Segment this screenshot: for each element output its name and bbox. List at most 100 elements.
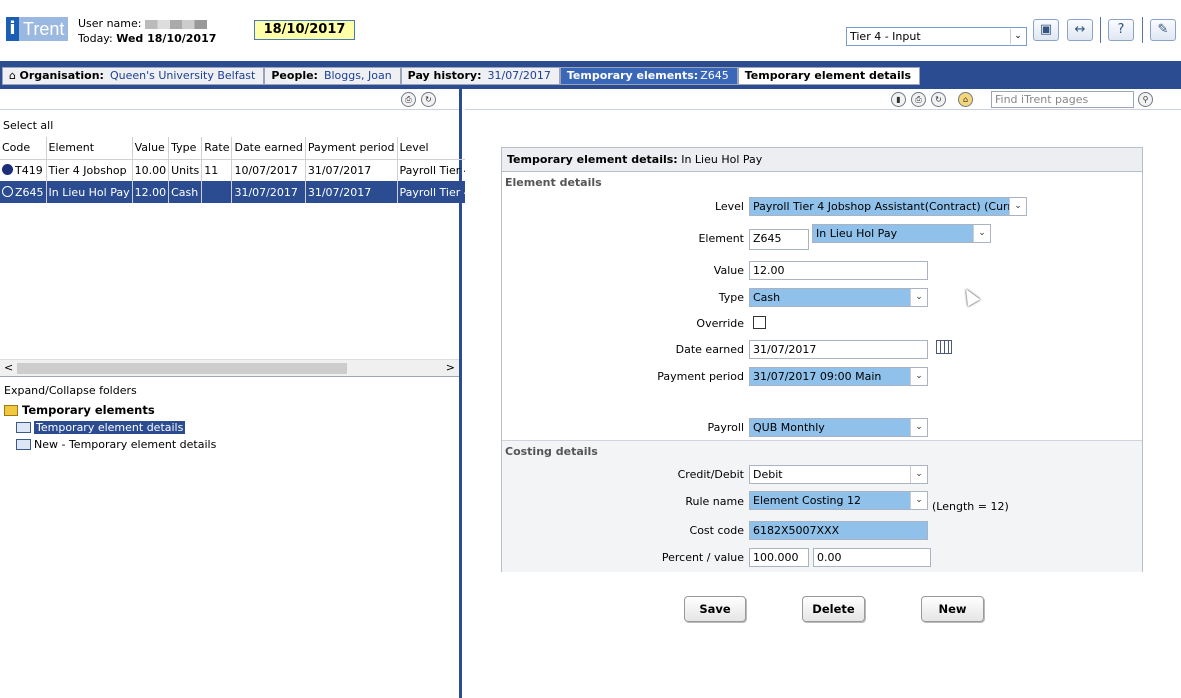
col-code[interactable]: Code [0,137,47,160]
calendar-icon[interactable] [936,340,952,354]
section-costing-details: Costing details [505,445,598,458]
scroll-left-icon[interactable]: < [4,361,14,374]
override-label: Override [696,317,744,330]
scroll-right-icon[interactable]: > [445,361,455,374]
cost-code-input[interactable]: 6182X5007XXX [749,521,928,540]
delete-button[interactable]: Delete [802,596,865,622]
type-select[interactable]: Cash ⌄ [749,288,928,307]
print-icon[interactable]: ⎙ [401,92,416,107]
col-value[interactable]: Value [132,137,170,160]
col-rate[interactable]: Rate [201,137,233,160]
cell-payment-period: 31/07/2017 [305,159,398,181]
crumb-link[interactable]: Z645 [700,69,729,82]
print-icon[interactable]: ⎙ [911,92,926,107]
col-date-earned[interactable]: Date earned [231,137,306,160]
right-panel: ▮ ⎙ ↻ ⌂ Find iTrent pages ⚲ Temporary el… [465,89,1181,698]
crumb-label: Temporary elements: [566,69,699,82]
col-element[interactable]: Element [46,137,133,160]
save-button[interactable]: Save [684,596,746,622]
breadcrumb-organisation[interactable]: ⌂ Organisation: Queen's University Belfas… [2,67,265,85]
help-icon[interactable]: ? [1108,19,1134,41]
payment-period-select[interactable]: 31/07/2017 09:00 Main ⌄ [749,367,928,386]
date-earned-input[interactable]: 31/07/2017 [749,340,928,359]
left-toolbar: ⎙ ↻ [0,89,459,110]
chevron-down-icon: ⌄ [910,492,927,509]
logout-icon[interactable]: ✎ [1150,19,1176,41]
payroll-select[interactable]: QUB Monthly ⌄ [749,418,928,437]
detail-form: Temporary element details: In Lieu Hol P… [501,147,1143,572]
cell-value: 10.00 [132,159,170,181]
rule-name-select[interactable]: Element Costing 12 ⌄ [749,491,928,510]
chevron-down-icon: ⌄ [910,466,927,483]
resize-icon[interactable]: ↔ [1067,19,1093,41]
crumb-link[interactable]: Bloggs, Joan [323,69,392,82]
percent-value-label: Percent / value [661,551,744,564]
status-dot-icon [2,163,13,175]
breadcrumb-bar: ⌂ Organisation: Queen's University Belfas… [0,61,1181,89]
credit-debit-select[interactable]: Debit ⌄ [749,465,928,484]
element-code-input[interactable]: Z645 [749,229,809,250]
crumb-link[interactable]: Queen's University Belfast [109,69,256,82]
find-pages-input[interactable]: Find iTrent pages [991,91,1134,108]
breadcrumb-temporary-element-details: Temporary element details [737,67,921,85]
element-name-select[interactable]: In Lieu Hol Pay ⌄ [812,224,991,243]
effective-date[interactable]: 18/10/2017 [254,20,355,40]
form-title-value: In Lieu Hol Pay [681,153,763,166]
table-row[interactable]: T419 Tier 4 Jobshop 10.00 Units 11 10/07… [0,159,498,181]
desktop-icon[interactable]: ▣ [1033,19,1059,41]
tree-item-temporary-element-details[interactable]: Temporary element details [16,420,186,434]
breadcrumb-people[interactable]: People: Bloggs, Joan [264,67,401,85]
select-all-link[interactable]: Select all [3,119,54,132]
bookmark-icon[interactable]: ▮ [891,92,906,107]
crumb-link[interactable]: 31/07/2017 [487,69,551,82]
home-icon[interactable]: ⌂ [958,92,973,107]
role-select[interactable]: Tier 4 - Input ⌄ [846,27,1027,46]
cell-rate [201,181,233,203]
expand-collapse-link[interactable]: Expand/Collapse folders [4,384,137,397]
cell-payment-period: 31/07/2017 [305,181,398,203]
refresh-icon[interactable]: ↻ [931,92,946,107]
override-checkbox[interactable] [753,316,766,329]
rule-name-label: Rule name [685,495,744,508]
cost-code-label: Cost code [689,524,744,537]
tree-item-new-temporary-element[interactable]: New - Temporary element details [16,437,216,451]
chevron-down-icon: ⌄ [910,368,927,385]
col-payment-period[interactable]: Payment period [305,137,398,160]
cell-type: Cash [168,181,203,203]
col-type[interactable]: Type [168,137,203,160]
home-icon[interactable]: ⌂ [9,69,16,82]
folder-temporary-elements[interactable]: Temporary elements [4,403,155,417]
masked-user-name [145,19,208,29]
divider [1100,17,1101,43]
breadcrumb-temporary-elements[interactable]: Temporary elements: Z645 [559,67,738,85]
form-title-label: Temporary element details: [507,153,678,166]
refresh-icon[interactable]: ↻ [421,92,436,107]
section-element-details: Element details [505,176,602,189]
cell-date-earned: 31/07/2017 [231,181,306,203]
date-earned-label: Date earned [675,343,744,356]
percent-input[interactable]: 100.000 [749,548,809,567]
element-label: Element [698,232,744,245]
payment-period-value: 31/07/2017 09:00 Main [753,370,882,383]
today-value: Wed 18/10/2017 [116,32,217,45]
level-select[interactable]: Payroll Tier 4 Jobshop Assistant(Contrac… [749,197,1027,216]
right-toolbar: ▮ ⎙ ↻ ⌂ Find iTrent pages ⚲ [465,89,1181,110]
code-text: T419 [15,163,43,177]
payroll-label: Payroll [707,421,744,434]
cell-date-earned: 10/07/2017 [231,159,306,181]
folder-label: Temporary elements [22,403,155,417]
new-form-icon [16,438,31,450]
tree-item-label: New - Temporary element details [34,437,217,451]
breadcrumb-pay-history[interactable]: Pay history: 31/07/2017 [400,67,560,85]
scrollbar-thumb[interactable] [17,363,347,374]
chevron-down-icon: ⌄ [1010,29,1025,44]
search-icon[interactable]: ⚲ [1138,92,1153,107]
horizontal-scrollbar[interactable]: < > [0,359,459,376]
rule-name-value: Element Costing 12 [753,494,861,507]
new-button[interactable]: New [921,596,984,622]
value-input[interactable]: 12.00 [749,261,928,280]
table-header-row: Code Element Value Type Rate Date earned… [0,137,498,160]
crumb-label: Pay history: [407,69,482,82]
table-row[interactable]: Z645 In Lieu Hol Pay 12.00 Cash 31/07/20… [0,181,498,203]
value2-input[interactable]: 0.00 [813,548,931,567]
